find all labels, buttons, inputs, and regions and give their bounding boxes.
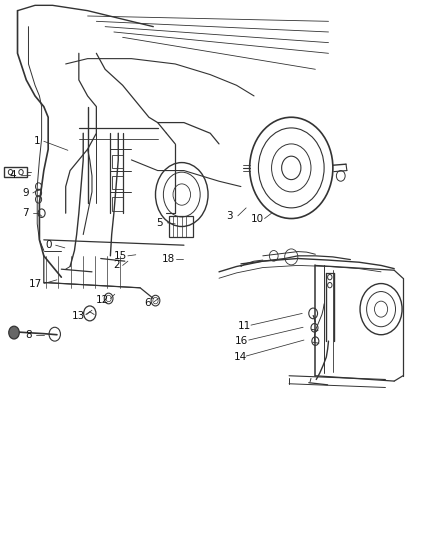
Text: 15: 15 xyxy=(114,251,127,261)
Text: 18: 18 xyxy=(162,254,175,263)
Text: 13: 13 xyxy=(71,311,85,320)
Text: 17: 17 xyxy=(29,279,42,288)
Text: 0: 0 xyxy=(45,240,51,250)
Text: 2: 2 xyxy=(113,261,120,270)
Text: 7: 7 xyxy=(22,208,29,218)
Text: 5: 5 xyxy=(156,218,163,228)
Circle shape xyxy=(9,326,19,339)
Text: 11: 11 xyxy=(238,321,251,331)
Text: 8: 8 xyxy=(25,330,32,340)
Text: 16: 16 xyxy=(235,336,248,346)
Text: 10: 10 xyxy=(251,214,264,223)
Text: 3: 3 xyxy=(226,211,233,221)
Text: 1: 1 xyxy=(34,136,41,146)
Text: 9: 9 xyxy=(22,188,29,198)
Text: 4: 4 xyxy=(10,170,17,180)
Text: 12: 12 xyxy=(96,295,110,304)
Text: 6: 6 xyxy=(145,298,152,308)
Text: 14: 14 xyxy=(233,352,247,362)
